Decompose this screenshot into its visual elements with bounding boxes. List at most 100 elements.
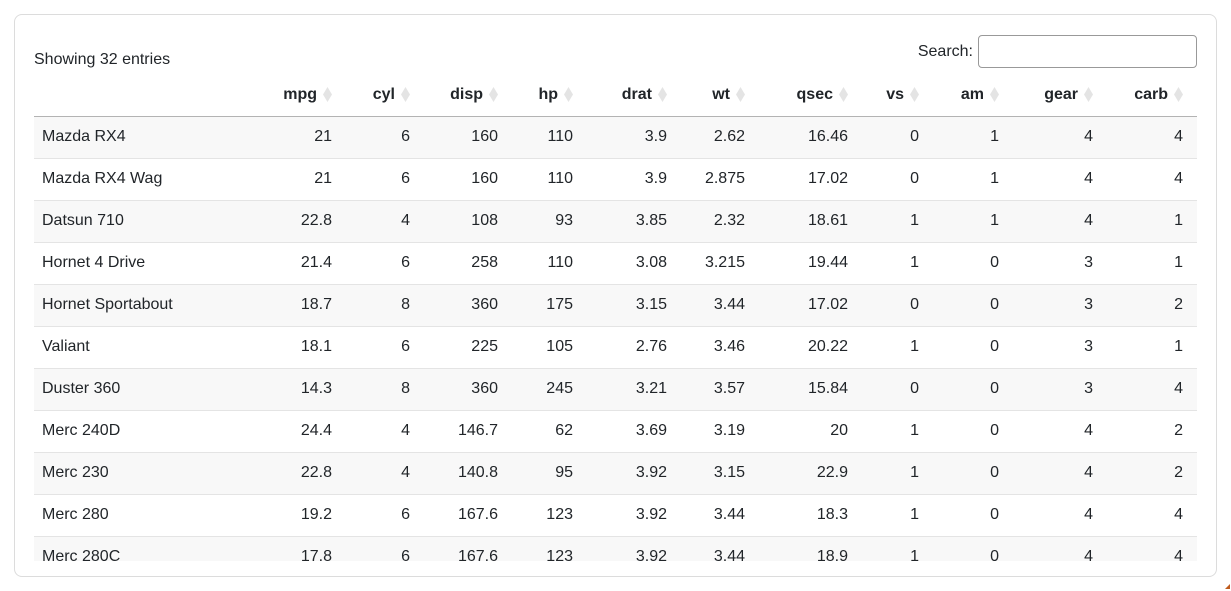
table-row: Mazda RX4 Wag 21 6 160 110 3.9 2.875 17.02 0 1 4 4: [34, 157, 1197, 200]
sort-diamond-icon: [990, 87, 999, 102]
column-header-am[interactable]: am: [934, 68, 1014, 117]
corner-artifact: [1225, 584, 1230, 589]
value-cell: 3.9: [644, 128, 667, 145]
value-cell: 22.9: [760, 451, 863, 494]
value-cell: 2: [1108, 451, 1197, 494]
value-cell: 0: [934, 283, 1014, 326]
column-header-cyl[interactable]: cyl: [347, 68, 425, 117]
column-header-hp[interactable]: hp: [513, 68, 588, 117]
value-cell: 3.15: [682, 451, 760, 494]
value-cell: 21: [257, 157, 347, 200]
sort-diamond-icon: [736, 87, 745, 102]
value-cell: 3.92: [588, 493, 682, 536]
value-cell: 3.15: [588, 283, 682, 326]
value-cell: 4: [1174, 128, 1183, 145]
value-cell: 6: [347, 241, 425, 284]
value-cell: 1: [934, 199, 1014, 242]
table-row: Merc 280C 17.8 6 167.6 123 3.92 3.44 18.9 1 0 4 4: [34, 535, 1197, 561]
value-cell: 0: [863, 283, 934, 326]
table-info: Showing 32 entries: [34, 51, 171, 68]
value-cell: 1: [863, 199, 934, 242]
row-name-cell: Hornet 4 Drive: [34, 241, 257, 284]
value-cell: 18.61: [760, 199, 863, 242]
value-cell: 1: [863, 451, 934, 494]
value-cell: 4: [1014, 157, 1108, 200]
value-cell: 105: [513, 325, 588, 368]
column-header-gear[interactable]: gear: [1014, 68, 1108, 117]
value-cell: 4: [347, 451, 425, 494]
row-name-cell: Datsun 710: [34, 199, 257, 242]
value-cell: 4: [1108, 157, 1197, 200]
value-cell: 4: [347, 409, 425, 452]
row-name-cell: Merc 280: [34, 493, 257, 536]
value-cell: 17.8: [257, 535, 347, 561]
value-cell: 167.6: [425, 493, 513, 536]
value-cell: 225: [425, 325, 513, 368]
value-cell: 4: [1014, 451, 1108, 494]
search-label: Search:: [917, 42, 973, 60]
row-name-cell: Merc 240D: [34, 409, 257, 452]
column-header-carb[interactable]: carb: [1108, 68, 1197, 117]
value-cell: 19.44: [760, 241, 863, 284]
table-row: Valiant 18.1 6 225 105 2.76 3.46 20.22 1 0 3 1: [34, 325, 1197, 368]
value-cell: 19.2: [257, 493, 347, 536]
table-scroll-area[interactable]: mpg cyl disp hp drat wt qsec vs am gear …: [34, 68, 1197, 561]
value-cell: 6: [347, 535, 425, 561]
value-cell: 3.92: [588, 535, 682, 561]
table-row: Merc 280 19.2 6 167.6 123 3.92 3.44 18.3 1 0 4 4: [34, 493, 1197, 536]
value-cell: 4: [1108, 493, 1197, 536]
column-header-drat[interactable]: drat: [588, 68, 682, 117]
value-cell: 0: [934, 409, 1014, 452]
value-cell: 4: [1084, 128, 1093, 145]
value-cell: 175: [513, 283, 588, 326]
value-cell: 2: [1108, 283, 1197, 326]
value-cell: 1: [934, 157, 1014, 200]
sort-diamond-icon: [401, 87, 410, 102]
value-cell: 3.21: [588, 367, 682, 410]
column-header-vs[interactable]: vs: [863, 68, 934, 117]
sort-diamond-icon: [323, 87, 332, 102]
column-header-disp[interactable]: disp: [425, 68, 513, 117]
value-cell: 110: [547, 128, 573, 145]
value-cell: 0: [934, 325, 1014, 368]
value-cell: 3.46: [682, 325, 760, 368]
value-cell: 4: [1108, 535, 1197, 561]
header-row: mpg cyl disp hp drat wt qsec vs am gear …: [34, 68, 1197, 117]
column-header-qsec[interactable]: qsec: [760, 68, 863, 117]
value-cell: 3.08: [588, 241, 682, 284]
row-name-cell: Mazda RX4 Wag: [34, 157, 257, 200]
value-cell: 4: [1108, 367, 1197, 410]
value-cell: 17.02: [760, 157, 863, 200]
data-table: mpg cyl disp hp drat wt qsec vs am gear …: [34, 68, 1197, 561]
row-name-cell: Merc 230: [34, 451, 257, 494]
table-body: Mazda RX4 21 6 160 110 3.9 2.62 16.46 0 1 4 4 Mazda …: [34, 116, 1197, 561]
value-cell: 3.92: [588, 451, 682, 494]
value-cell: 1: [990, 128, 999, 145]
value-cell: 245: [513, 367, 588, 410]
value-cell: 3.19: [682, 409, 760, 452]
value-cell: 4: [1014, 493, 1108, 536]
search-input[interactable]: [978, 35, 1197, 68]
table-row: Merc 230 22.8 4 140.8 95 3.92 3.15 22.9 1 0 4 2: [34, 451, 1197, 494]
value-cell: 1: [863, 325, 934, 368]
value-cell: 123: [513, 535, 588, 561]
sort-diamond-icon: [1174, 87, 1183, 102]
value-cell: 360: [425, 367, 513, 410]
value-cell: 2.62: [713, 128, 745, 145]
table-header: mpg cyl disp hp drat wt qsec vs am gear …: [34, 68, 1197, 117]
value-cell: 160: [425, 157, 513, 200]
column-header-mpg[interactable]: mpg: [257, 68, 347, 117]
column-header-rowname[interactable]: [34, 68, 257, 117]
sort-diamond-icon: [489, 87, 498, 102]
value-cell: 123: [513, 493, 588, 536]
value-cell: 6: [347, 493, 425, 536]
value-cell: 6: [347, 325, 425, 368]
value-cell: 1: [863, 241, 934, 284]
value-cell: 22.8: [257, 451, 347, 494]
table-row: Hornet Sportabout 18.7 8 360 175 3.15 3.44 17.0…: [34, 283, 1197, 326]
value-cell: 8: [347, 367, 425, 410]
value-cell: 4: [1014, 409, 1108, 452]
column-header-wt[interactable]: wt: [682, 68, 760, 117]
value-cell: 3: [1014, 283, 1108, 326]
value-cell: 3: [1014, 325, 1108, 368]
